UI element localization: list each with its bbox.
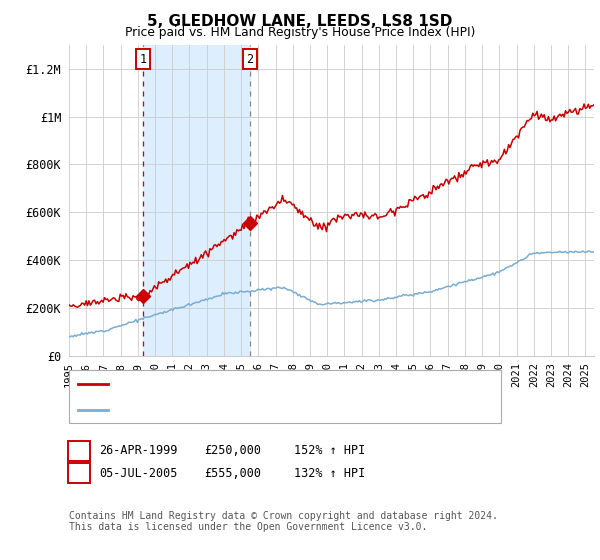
Text: 2: 2 (76, 466, 82, 480)
Text: 152% ↑ HPI: 152% ↑ HPI (294, 444, 365, 458)
Text: £250,000: £250,000 (204, 444, 261, 458)
Text: 05-JUL-2005: 05-JUL-2005 (99, 466, 178, 480)
Text: HPI: Average price, detached house, Leeds: HPI: Average price, detached house, Leed… (114, 404, 391, 414)
Text: 132% ↑ HPI: 132% ↑ HPI (294, 466, 365, 480)
Text: 1: 1 (76, 444, 82, 458)
Bar (143, 45, 250, 356)
Text: 2: 2 (247, 53, 253, 66)
Text: 5, GLEDHOW LANE, LEEDS, LS8 1SD: 5, GLEDHOW LANE, LEEDS, LS8 1SD (148, 14, 452, 29)
Text: 1: 1 (140, 53, 147, 66)
Text: Contains HM Land Registry data © Crown copyright and database right 2024.
This d: Contains HM Land Registry data © Crown c… (69, 511, 498, 533)
Text: £555,000: £555,000 (204, 466, 261, 480)
Text: Price paid vs. HM Land Registry's House Price Index (HPI): Price paid vs. HM Land Registry's House … (125, 26, 475, 39)
Text: 26-APR-1999: 26-APR-1999 (99, 444, 178, 458)
Text: 5, GLEDHOW LANE, LEEDS, LS8 1SD (detached house): 5, GLEDHOW LANE, LEEDS, LS8 1SD (detache… (114, 380, 438, 390)
